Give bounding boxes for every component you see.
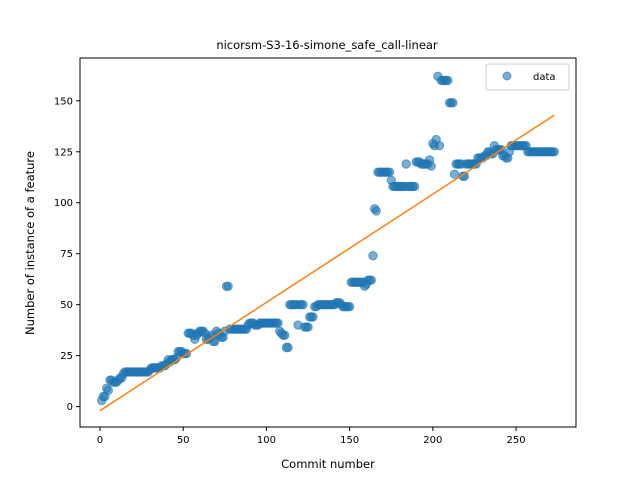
x-tick-label: 100 <box>257 435 276 446</box>
data-point <box>384 167 395 177</box>
y-tick-label: 125 <box>54 147 73 158</box>
y-axis-title: Number of instance of a feature <box>23 151 37 335</box>
legend-marker-data <box>502 71 512 81</box>
x-tick-label: 50 <box>177 435 190 446</box>
data-point <box>448 98 458 108</box>
data-point <box>210 336 220 347</box>
x-tick-label: 0 <box>97 435 103 446</box>
chart-title: nicorsm-S3-16-simone_safe_call-linear <box>216 38 438 52</box>
axes-frame <box>79 57 577 428</box>
data-point <box>280 330 290 340</box>
data-point <box>103 385 114 395</box>
data-point <box>409 181 420 192</box>
data-point <box>366 275 376 285</box>
data-point <box>273 318 283 328</box>
data-point <box>371 206 381 216</box>
x-axis-title: Commit number <box>281 457 375 471</box>
data-point <box>298 299 308 310</box>
data-point <box>223 281 233 292</box>
y-tick-label: 75 <box>60 249 73 260</box>
fit-line <box>99 114 555 412</box>
legend: data <box>485 63 570 91</box>
y-tick-label: 100 <box>54 198 73 209</box>
data-point <box>434 140 445 151</box>
legend-label-data: data <box>533 72 556 83</box>
data-point <box>449 169 460 179</box>
y-tick-label: 150 <box>54 96 73 107</box>
legend-box <box>485 63 570 91</box>
x-tick-label: 200 <box>423 435 442 446</box>
data-point <box>283 342 293 353</box>
data-point <box>368 251 378 261</box>
data-point <box>303 322 313 332</box>
y-tick-label: 25 <box>60 351 73 362</box>
y-tick-label: 50 <box>60 300 73 311</box>
data-point <box>344 302 355 312</box>
x-tick-label: 150 <box>340 435 359 446</box>
axes: 0 50 100 150 200 250 0 25 50 75 100 125 150 <box>54 57 577 446</box>
x-tick-label: 250 <box>507 435 526 446</box>
plot-area <box>96 71 560 412</box>
data-point <box>308 312 318 322</box>
data-point <box>443 75 453 86</box>
data-point <box>401 159 411 169</box>
data-point <box>426 161 436 171</box>
data-point <box>549 147 560 157</box>
y-tick-label: 0 <box>67 402 73 413</box>
